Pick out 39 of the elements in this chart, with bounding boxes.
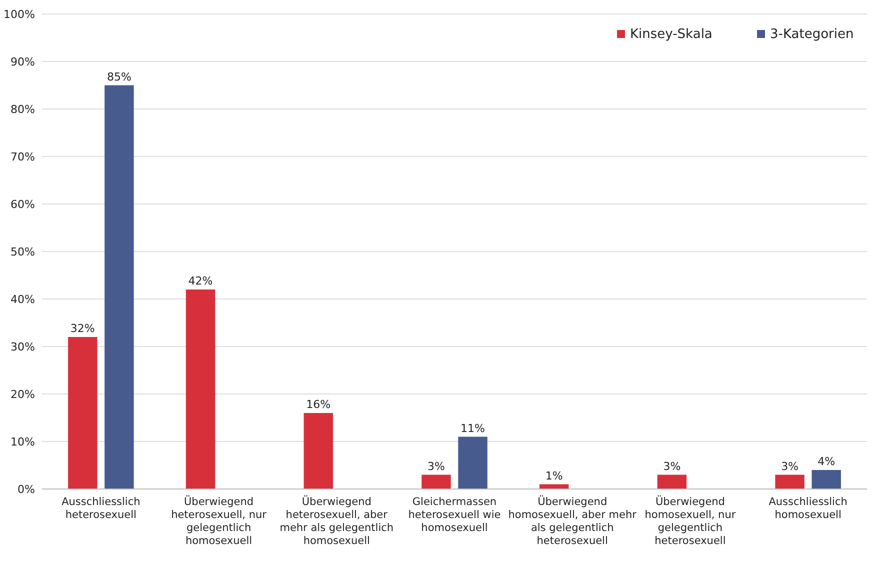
x-tick-label: Ausschliesslich heterosexuell (62, 496, 140, 521)
x-tick-label: Überwiegend homosexuell, nur gelegentlich heterosexuell (644, 495, 736, 547)
data-label: 85% (106, 70, 132, 84)
data-label: 1% (545, 469, 563, 482)
data-label: 4% (818, 455, 836, 468)
y-tick-label: 50% (10, 245, 35, 258)
y-tick-label: 0% (18, 482, 35, 496)
data-label: 42% (188, 274, 213, 288)
y-tick-label: 70% (10, 150, 35, 164)
data-label: 32% (70, 322, 95, 335)
data-label: 3% (781, 460, 799, 473)
data-label: 11% (460, 422, 485, 435)
bar (812, 470, 841, 489)
y-tick-label: 60% (10, 198, 35, 211)
legend-label: Kinsey-Skala (630, 27, 712, 42)
y-tick-label: 10% (10, 435, 35, 448)
bar (775, 474, 804, 489)
y-tick-label: 20% (10, 388, 35, 401)
data-label: 3% (663, 460, 681, 473)
x-tick-label: Überwiegend heterosexuell, nur gelegentlich homosexuell (171, 495, 268, 547)
y-tick-label: 80% (10, 102, 35, 116)
bar (186, 290, 216, 489)
x-tick-label: Überwiegend homosexuell, aber mehr als gelegentlich heterosexuell (508, 495, 638, 547)
data-label: 16% (306, 398, 331, 411)
y-tick-label: 90% (10, 55, 35, 68)
x-tick-label: Gleichermassen heterosexuell wie homosexuell (408, 496, 501, 534)
x-tick-label: Ausschliesslich homosexuell (768, 496, 848, 521)
bar (458, 436, 488, 489)
bar (304, 413, 333, 489)
bar (104, 85, 134, 489)
y-tick-label: 100% (4, 8, 35, 21)
y-tick-label: 40% (10, 292, 35, 306)
bar (657, 474, 687, 489)
bar (422, 474, 451, 489)
x-tick-label: Überwiegend heterosexuell, aber mehr als gelegentlich homosexuell (280, 495, 394, 547)
y-tick-label: 30% (10, 340, 35, 354)
legend-label: 3-Kategorien (770, 27, 854, 42)
bar (68, 337, 98, 489)
data-label: 3% (428, 460, 445, 473)
